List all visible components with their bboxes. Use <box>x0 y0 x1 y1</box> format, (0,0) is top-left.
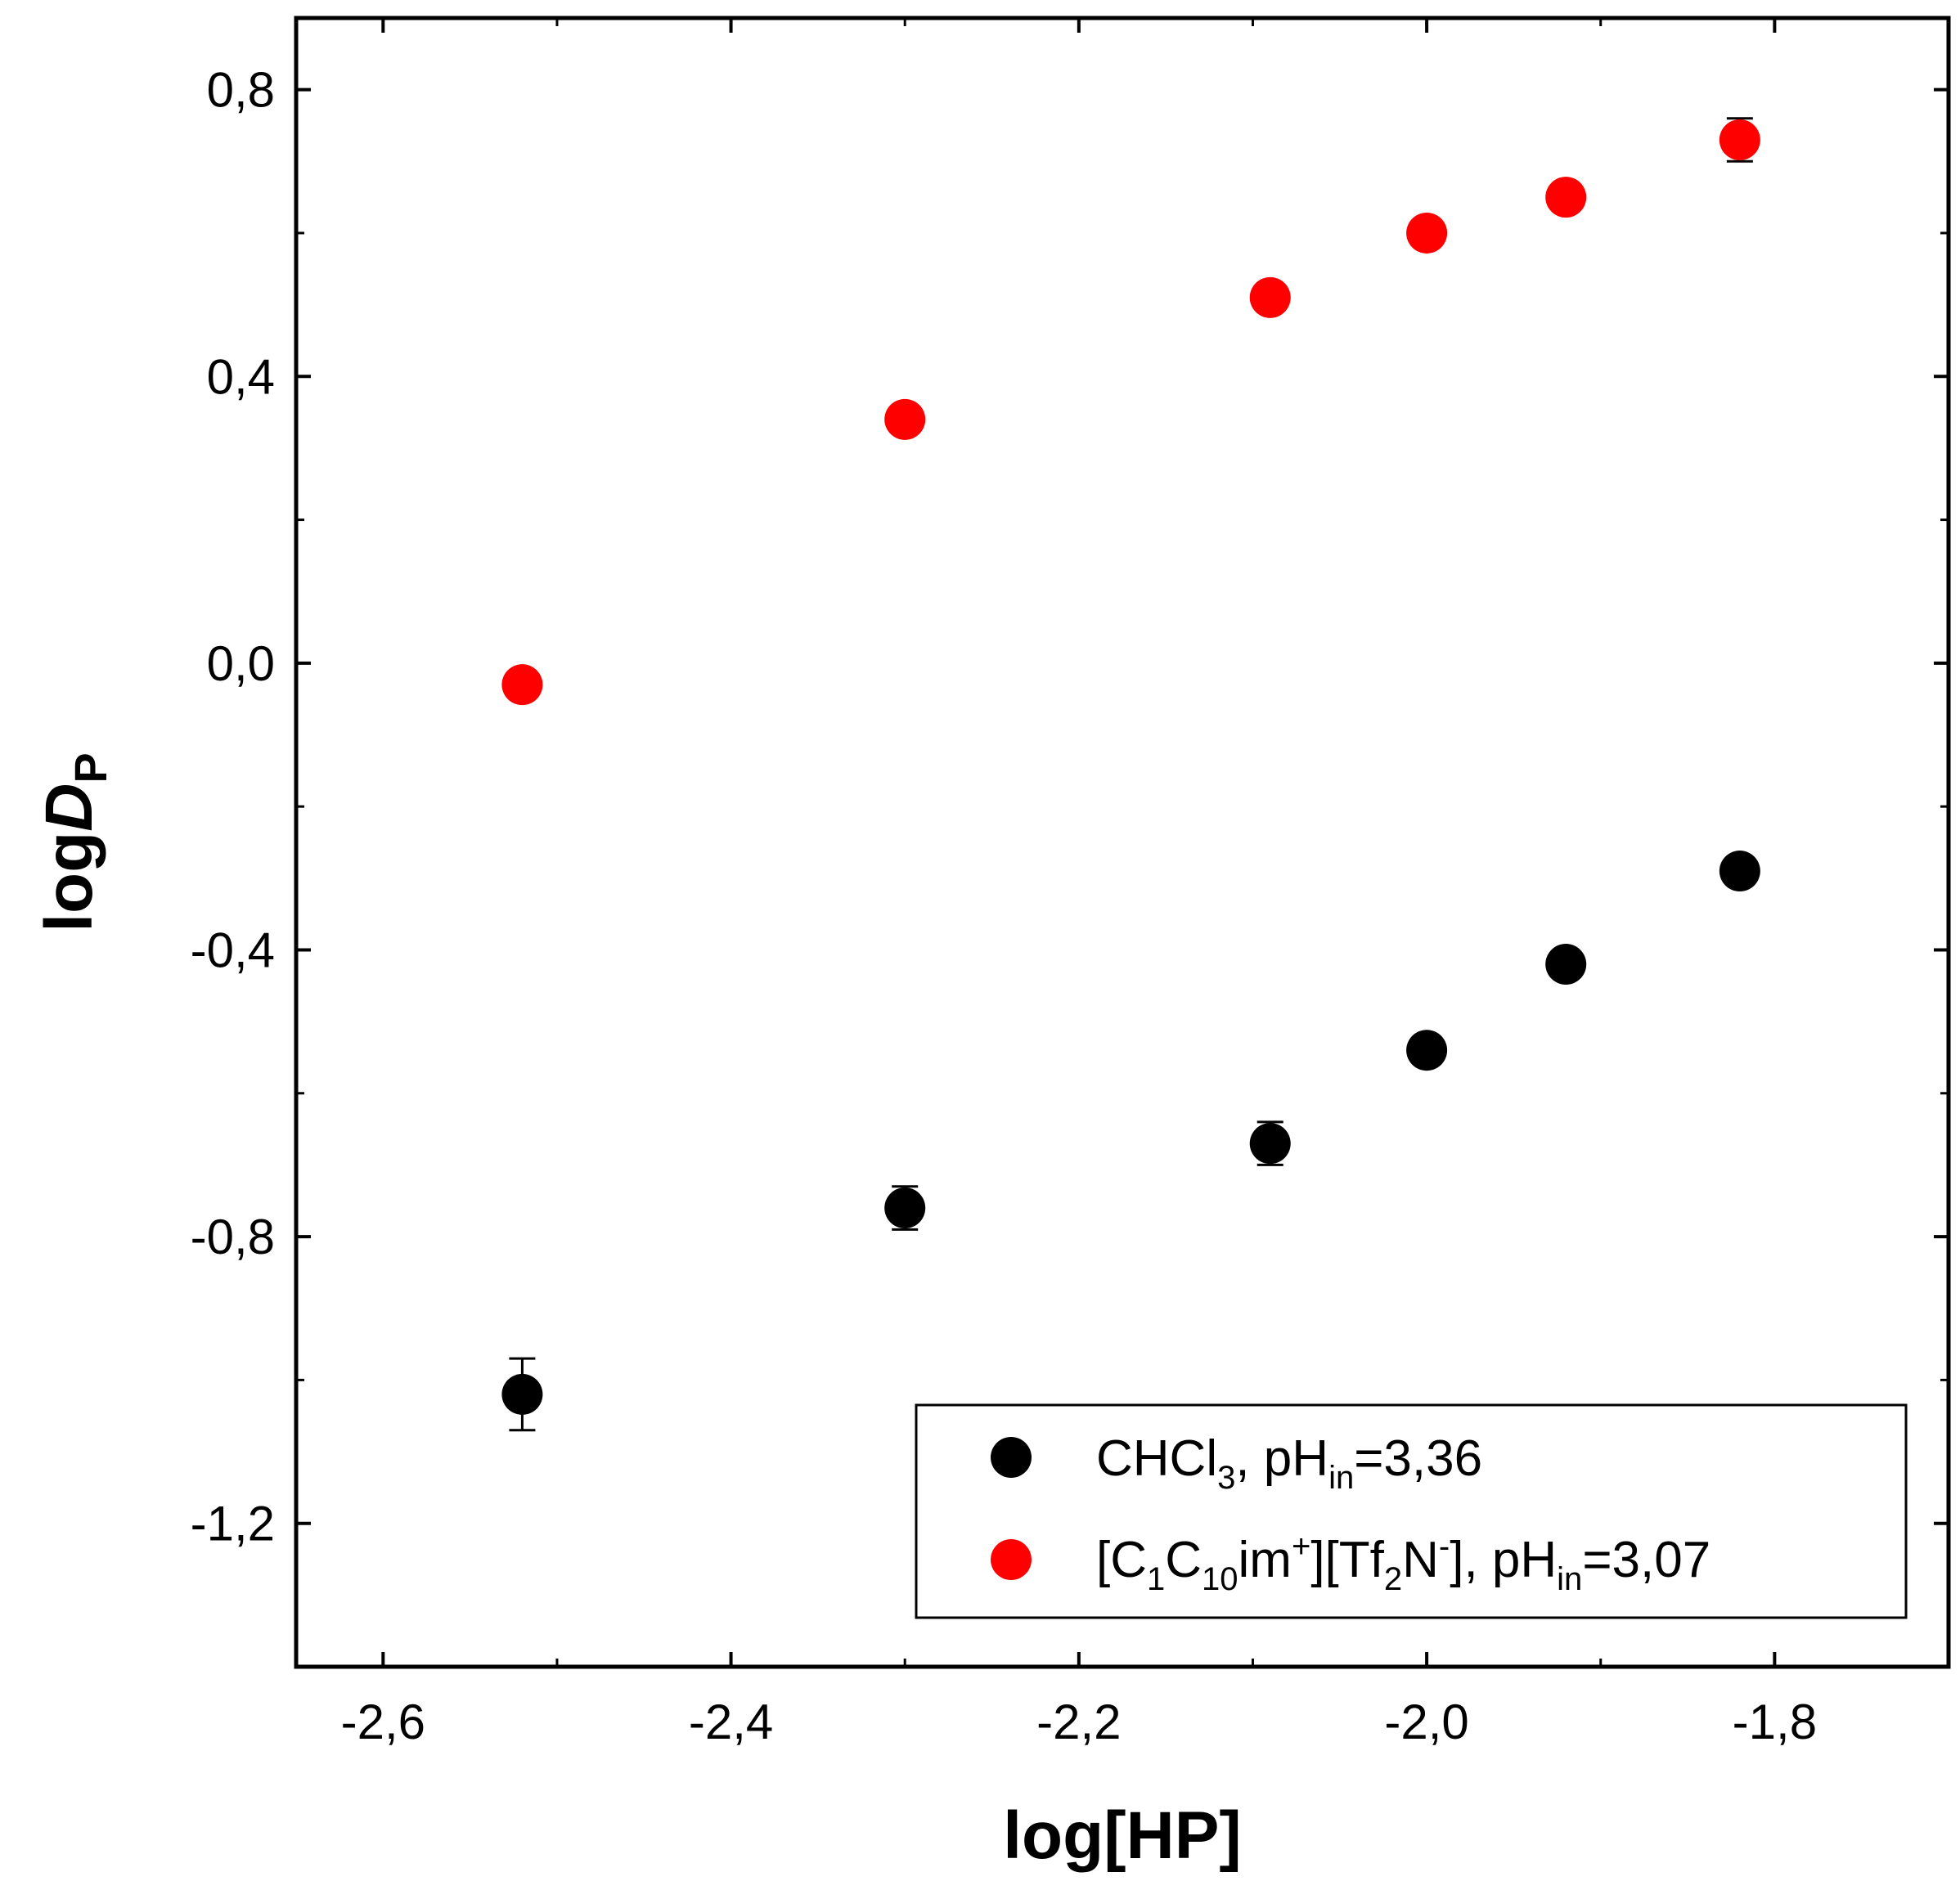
legend-text-part: 1 <box>1147 1561 1165 1597</box>
y-tick-label: -0,8 <box>191 1210 275 1264</box>
legend-box <box>915 1403 1908 1619</box>
x-tick-label: -2,2 <box>1036 1695 1121 1749</box>
data-point-ionic-liquid <box>884 398 926 440</box>
legend-text-part: 2 <box>1384 1561 1402 1597</box>
legend-text-part: [C <box>1096 1532 1147 1588</box>
y-axis-label-italic: D <box>32 783 106 832</box>
legend-text-part: ][Tf <box>1310 1532 1384 1588</box>
legend-text-part: =3,36 <box>1354 1430 1482 1487</box>
y-tick-label: 0,8 <box>207 63 275 118</box>
data-point-chcl3 <box>501 1373 543 1415</box>
legend-label-chcl3: CHCl3, pHin=3,36 <box>1096 1430 1482 1496</box>
legend-marker-chcl3 <box>991 1437 1032 1478</box>
legend-marker-ionic-liquid <box>991 1539 1032 1580</box>
legend-text-part: 10 <box>1202 1561 1238 1597</box>
x-tick-label: -2,0 <box>1384 1695 1468 1749</box>
legend-text-part: in <box>1557 1561 1582 1597</box>
legend-text-part: =3,07 <box>1582 1532 1711 1588</box>
x-axis-ticks: -2,6 -2,4 -2,2 -2,0 -1,8 <box>341 18 1817 1749</box>
plot-frame <box>294 16 1951 1669</box>
y-axis-label: logDP <box>32 752 116 932</box>
y-axis-ticks: -1,2 -0,8 -0,4 0,0 0,4 0,8 <box>191 63 1949 1551</box>
x-axis-label: log[HP] <box>1003 1798 1241 1873</box>
x-tick-label: -1,8 <box>1733 1695 1817 1749</box>
legend-text-part: N <box>1402 1532 1439 1588</box>
legend-text-part: 3 <box>1217 1460 1235 1496</box>
legend-label-ionic-liquid: [C1C10im+][Tf2N-], pHin=3,07 <box>1096 1529 1711 1597</box>
data-point-chcl3 <box>1406 1030 1448 1071</box>
legend-text-part: C <box>1165 1532 1202 1588</box>
data-point-ionic-liquid <box>1545 177 1587 218</box>
y-tick-label: -1,2 <box>191 1497 275 1551</box>
legend-text-part: ], pH <box>1450 1532 1557 1588</box>
legend-text-part: im <box>1238 1532 1292 1588</box>
data-point-ionic-liquid <box>1406 212 1448 254</box>
y-tick-label: -0,4 <box>191 923 275 977</box>
x-tick-label: -2,6 <box>341 1695 425 1749</box>
legend-text-part: , pH <box>1235 1430 1328 1487</box>
y-axis-label-subscript: P <box>65 752 116 783</box>
data-point-chcl3 <box>1249 1123 1291 1165</box>
legend: CHCl3, pHin=3,36 [C1C10im+][Tf2N-], pHin… <box>915 1403 1908 1619</box>
x-tick-label: -2,4 <box>689 1695 773 1749</box>
legend-text-part: in <box>1328 1460 1354 1496</box>
y-axis-label-prefix: log <box>32 832 106 932</box>
legend-text-part: + <box>1292 1529 1310 1565</box>
y-tick-label: 0,0 <box>207 636 275 691</box>
data-point-ionic-liquid <box>1249 276 1291 318</box>
data-point-chcl3 <box>1719 851 1760 892</box>
data-point-chcl3 <box>884 1187 926 1229</box>
data-points <box>501 119 1760 1415</box>
y-tick-label: 0,4 <box>207 349 275 404</box>
data-point-ionic-liquid <box>501 664 543 706</box>
data-point-ionic-liquid <box>1719 119 1760 161</box>
legend-text-part: CHCl <box>1096 1430 1217 1487</box>
legend-text-part: - <box>1439 1529 1450 1565</box>
data-point-chcl3 <box>1545 944 1587 985</box>
